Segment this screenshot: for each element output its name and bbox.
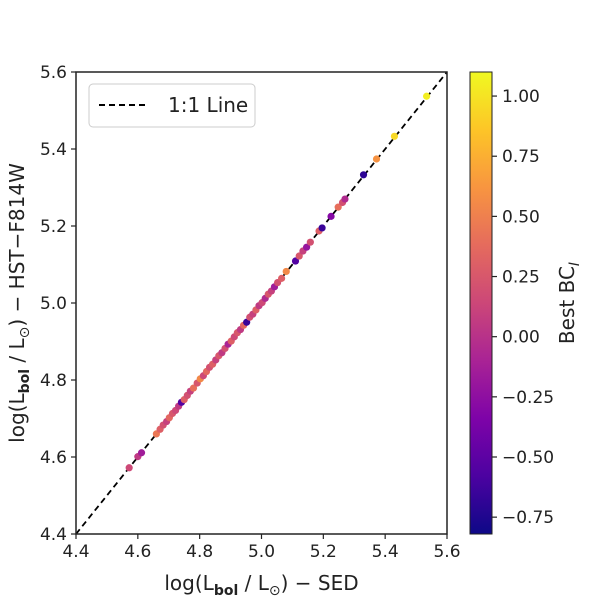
data-point [125,464,133,472]
data-point [306,238,314,246]
y-tick-label: 5.6 [40,63,67,83]
data-point [137,449,146,457]
data-point [277,274,286,282]
colorbar-tick-label: −0.75 [502,508,554,528]
x-tick-label: 5.2 [310,542,337,562]
data-point [295,252,303,260]
colorbar-tick-label: −0.50 [502,448,554,468]
data-point [282,267,290,276]
x-tick-label: 4.6 [124,542,151,562]
one-to-one-line [76,72,447,534]
y-tick-label: 5.4 [40,140,67,160]
data-point [341,195,349,203]
y-axis-title: log(Lbol / L⊙) − HST−F814W [5,163,33,443]
colorbar-tick-label: 0.25 [502,268,540,288]
data-point [390,132,399,140]
colorbar-tick-label: 0.75 [502,147,540,167]
x-axis-title: log(Lbol / L⊙) − SED [164,571,358,599]
x-tick-label: 5.4 [372,542,399,562]
colorbar-tick-label: 0.50 [502,207,540,227]
data-point [327,212,335,220]
y-tick-label: 5.0 [40,294,67,314]
colorbar-tick-label: 0.00 [502,328,540,348]
x-tick-label: 4.4 [62,542,89,562]
legend-box [88,83,256,128]
data-point [291,257,300,265]
legend-label: 1:1 Line [168,93,248,117]
colorbar [469,71,493,535]
data-point [303,243,311,251]
x-tick-label: 5.6 [433,542,460,562]
data-point [189,384,198,392]
legend: 1:1 Line [88,83,256,128]
colorbar-tick-label: 1.00 [502,87,540,107]
x-tick-label: 4.8 [186,542,213,562]
y-tick-label: 4.4 [40,525,67,545]
data-point [422,92,431,100]
x-tick-label: 5.0 [248,542,275,562]
colorbar-title: Best BCI [555,262,583,344]
y-tick-label: 4.8 [40,371,67,391]
colorbar-tick-label: −0.25 [502,388,554,408]
data-point [318,224,326,232]
y-tick-label: 4.6 [40,448,67,468]
data-point [359,171,368,179]
data-point [334,203,342,211]
y-tick-label: 5.2 [40,217,67,237]
data-point [372,155,381,163]
